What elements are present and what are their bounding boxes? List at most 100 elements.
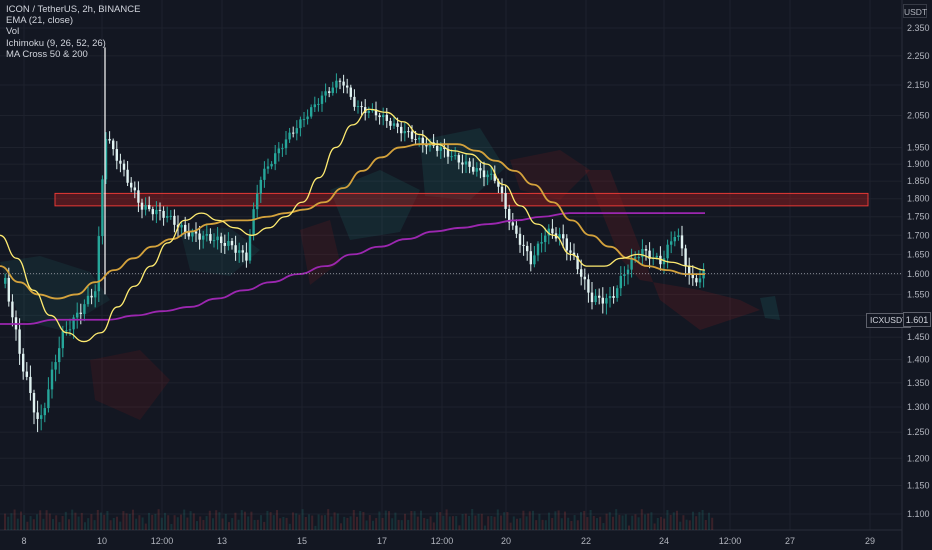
volume-bar <box>679 521 682 530</box>
ichimoku-cloud <box>90 350 170 420</box>
volume-bar <box>452 516 454 530</box>
volume-bar <box>596 518 598 530</box>
volume-bar <box>410 510 413 530</box>
candle-body <box>576 255 579 270</box>
volume-bar <box>548 512 550 530</box>
candle-body <box>400 126 403 134</box>
volume-bar <box>685 519 688 530</box>
volume-bar <box>528 511 531 530</box>
ichimoku-cloud <box>510 150 590 200</box>
volume-bar <box>400 520 403 530</box>
time-axis-label: 24 <box>659 536 669 546</box>
volume-bar <box>240 510 243 530</box>
volume-bar <box>365 520 368 530</box>
ichimoku-cloud <box>330 170 420 240</box>
indicator-ichimoku[interactable]: Ichimoku (9, 26, 52, 26) <box>6 37 106 49</box>
volume-bar <box>660 516 662 530</box>
volume-bar <box>544 520 547 530</box>
volume-bar <box>256 519 259 530</box>
volume-bar <box>618 514 621 530</box>
volume-bar <box>84 522 86 530</box>
volume-bar <box>407 519 410 530</box>
volume-bar <box>330 516 333 530</box>
volume-bar <box>298 514 301 530</box>
volume-bar <box>74 512 77 530</box>
candle-body <box>173 215 176 225</box>
volume-bar <box>116 516 118 530</box>
time-axis-label: 13 <box>217 536 227 546</box>
candle-body <box>216 236 219 241</box>
candle-body <box>205 234 208 236</box>
volume-bar <box>119 521 122 530</box>
candle-body <box>328 91 331 93</box>
volume-bar <box>128 513 131 530</box>
candle-body <box>407 131 410 133</box>
candle-body <box>436 145 439 151</box>
candle-body <box>601 297 604 304</box>
volume-bar <box>554 511 557 530</box>
candle-body <box>461 162 464 165</box>
volume-bar <box>308 514 310 530</box>
candle-body <box>598 295 601 298</box>
candle-body <box>655 255 658 258</box>
volume-bar <box>327 509 330 530</box>
volume-bar <box>218 512 221 530</box>
volume-bar <box>13 509 16 530</box>
candle-body <box>497 180 500 187</box>
volume-bar <box>23 515 26 530</box>
volume-bar <box>288 523 291 530</box>
volume-bar <box>656 517 659 530</box>
currency-label[interactable]: USDT <box>903 4 927 18</box>
candle-body <box>126 169 129 183</box>
indicator-ema[interactable]: EMA (21, close) <box>6 15 74 27</box>
volume-bar <box>356 516 358 530</box>
candle-body <box>241 250 244 253</box>
volume-bar <box>698 511 701 530</box>
volume-bar <box>87 518 90 530</box>
volume-bar <box>263 521 266 530</box>
candle-body <box>302 119 306 121</box>
candle-body <box>43 408 46 416</box>
candle-body <box>166 216 169 218</box>
volume-bar <box>39 510 42 530</box>
volume-bar <box>567 517 570 530</box>
symbol-title[interactable]: ICON / TetherUS, 2h, BINANCE <box>6 4 141 15</box>
volume-bar <box>170 524 173 530</box>
volume-bar <box>445 509 448 530</box>
price-axis-label: 1.400 <box>907 355 930 365</box>
volume-bar <box>340 523 342 530</box>
volume-bar <box>250 511 253 530</box>
indicator-vol[interactable]: Vol <box>6 26 20 38</box>
candle-body <box>313 104 316 108</box>
volume-bar <box>487 516 490 530</box>
candle-body <box>457 155 460 163</box>
volume-bar <box>4 513 6 530</box>
candle-body <box>583 276 586 280</box>
volume-bar <box>701 510 704 530</box>
indicator-ma-cross[interactable]: MA Cross 50 & 200 <box>6 48 88 60</box>
volume-bar <box>301 509 304 530</box>
candle-body <box>320 95 324 104</box>
candle-body <box>367 110 370 113</box>
candle-body <box>698 278 702 283</box>
volume-bar <box>525 516 528 530</box>
volume-bar <box>317 514 320 530</box>
volume-bar <box>7 516 10 530</box>
volume-bar <box>112 517 115 530</box>
volume-bar <box>631 515 634 530</box>
candle-body <box>691 274 694 279</box>
candle-body <box>212 240 216 242</box>
volume-bar <box>490 515 493 530</box>
volume-bar <box>205 516 208 530</box>
volume-bar <box>615 509 618 530</box>
candle-body <box>443 147 446 150</box>
candle-body <box>508 208 511 223</box>
volume-bar <box>576 520 579 530</box>
volume-bar <box>176 517 179 530</box>
price-axis-label: 1.350 <box>907 378 930 388</box>
chart-legend: ICON / TetherUS, 2h, BINANCE EMA (21, cl… <box>6 4 140 60</box>
candle-body <box>544 235 547 243</box>
volume-bar <box>221 518 224 530</box>
volume-bar <box>93 520 96 530</box>
